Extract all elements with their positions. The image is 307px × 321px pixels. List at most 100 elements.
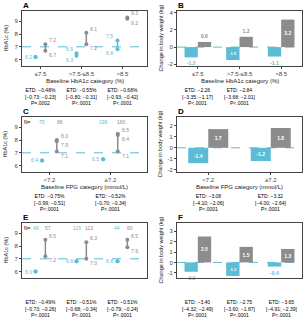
svg-text:1: 1 [169, 249, 173, 255]
svg-text:8: 8 [14, 31, 18, 37]
svg-text:A: A [23, 1, 29, 10]
svg-text:8.4: 8.4 [122, 136, 129, 142]
svg-text:>7.5-≤8.5: >7.5-≤8.5 [227, 71, 253, 77]
svg-text:<7.2: <7.2 [202, 177, 215, 183]
svg-text:ETD: −0.68%[−0.93; −0.42]P<.00: ETD: −0.68%[−0.93; −0.42]P<.0001 [107, 87, 138, 106]
svg-text:-2: -2 [167, 167, 173, 173]
svg-text:ETD: −0.51%[−0.79; −0.24]P<.00: ETD: −0.51%[−0.79; −0.24]P<.0001 [107, 299, 138, 318]
svg-text:0: 0 [169, 145, 173, 151]
svg-text:9: 9 [14, 18, 18, 24]
svg-text:3: 3 [169, 228, 173, 234]
svg-text:75: 75 [39, 119, 45, 125]
svg-text:ETD: −3.08[−4.10; −2.06]P<.000: ETD: −3.08[−4.10; −2.06]P<.0001 [193, 193, 224, 212]
svg-text:-1.1: -1.1 [270, 60, 279, 66]
svg-text:113: 113 [85, 225, 93, 231]
svg-text:0: 0 [169, 44, 173, 50]
svg-text:Baseline FPG category (mmol/L): Baseline FPG category (mmol/L) [196, 184, 283, 190]
svg-text:≤7.5: ≤7.5 [35, 71, 47, 77]
svg-text:Change in body weight (kg): Change in body weight (kg) [158, 216, 164, 283]
svg-text:7: 7 [14, 150, 18, 156]
svg-text:ETD: −0.75%[−0.99; −0.51]P<.00: ETD: −0.75%[−0.99; −0.51]P<.0001 [34, 193, 65, 212]
svg-text:8.5: 8.5 [122, 127, 129, 133]
svg-text:D: D [178, 107, 184, 116]
svg-text:ETD: −2.26[−3.35; −1.17]P<.000: ETD: −2.26[−3.35; −1.17]P<.0001 [182, 87, 213, 106]
svg-text:2: 2 [169, 239, 173, 245]
svg-text:6: 6 [14, 269, 18, 275]
svg-text:7: 7 [14, 256, 18, 262]
svg-text:ETD: −2.75[−3.60; −1.87]P<.000: ETD: −2.75[−3.60; −1.87]P<.0001 [224, 299, 255, 318]
svg-text:1.8: 1.8 [277, 135, 284, 141]
svg-text:-1.3: -1.3 [229, 267, 237, 272]
svg-text:2: 2 [169, 27, 173, 33]
svg-text:9.3: 9.3 [131, 10, 138, 16]
svg-text:9: 9 [14, 230, 18, 236]
svg-text:B: B [178, 1, 184, 10]
svg-text:-1.4: -1.4 [194, 153, 203, 159]
svg-text:9.2: 9.2 [131, 20, 138, 26]
svg-text:ETD: −3.65[−4.91; −2.39]P<.000: ETD: −3.65[−4.91; −2.39]P<.0001 [266, 299, 297, 318]
svg-text:C: C [23, 107, 29, 116]
svg-text:8.1: 8.1 [90, 26, 97, 32]
svg-text:Baseline HbA1c category (%): Baseline HbA1c category (%) [46, 78, 124, 84]
svg-text:-1.5: -1.5 [229, 51, 237, 56]
svg-text:8: 8 [14, 137, 18, 143]
svg-text:HbA1c (%): HbA1c (%) [2, 131, 8, 158]
svg-text:6.8: 6.8 [106, 258, 113, 264]
svg-text:8.0: 8.0 [61, 133, 68, 139]
svg-text:6.4: 6.4 [31, 157, 38, 163]
svg-text:8.5: 8.5 [131, 233, 138, 239]
svg-text:0.6: 0.6 [201, 33, 208, 39]
svg-text:ETD: −0.52%[−0.70; −0.34]P<.00: ETD: −0.52%[−0.70; −0.34]P<.0001 [95, 193, 126, 212]
svg-text:E: E [23, 213, 29, 222]
svg-text:8.3: 8.3 [90, 235, 97, 241]
svg-text:ETD: −3.40[−4.32; −2.49]P<.000: ETD: −3.40[−4.32; −2.49]P<.0001 [182, 299, 213, 318]
svg-text:6.8: 6.8 [66, 258, 73, 264]
svg-text:-0.9: -0.9 [187, 275, 196, 281]
svg-text:HbA1c (%): HbA1c (%) [3, 237, 9, 264]
svg-text:7.0: 7.0 [90, 260, 97, 266]
svg-text:4: 4 [169, 10, 173, 16]
svg-text:0: 0 [169, 260, 173, 266]
svg-text:≥7.2: ≥7.2 [105, 177, 117, 183]
svg-text:N=: N= [24, 225, 31, 231]
svg-text:≤7.5: ≤7.5 [192, 71, 204, 77]
svg-text:F: F [178, 213, 183, 222]
svg-text:-1: -1 [167, 270, 173, 276]
svg-text:≥7.2: ≥7.2 [265, 177, 277, 183]
svg-text:Change in body weight (kg): Change in body weight (kg) [157, 110, 163, 177]
svg-text:-2: -2 [167, 61, 173, 67]
svg-text:1.3: 1.3 [284, 253, 291, 259]
svg-text:<7.2: <7.2 [44, 177, 57, 183]
svg-text:-1: -1 [167, 156, 173, 162]
svg-text:6.5: 6.5 [92, 156, 99, 162]
svg-text:N=: N= [24, 119, 31, 125]
svg-text:7.9: 7.9 [131, 248, 138, 254]
svg-text:57: 57 [45, 225, 51, 231]
svg-text:Baseline HbA1c category (%): Baseline HbA1c category (%) [201, 78, 279, 84]
svg-text:ETD: −0.49%[−0.73; −0.26]P<.00: ETD: −0.49%[−0.73; −0.26]P<.0001 [25, 299, 56, 318]
svg-text:6: 6 [14, 57, 18, 63]
svg-text:7.2: 7.2 [49, 257, 56, 263]
svg-text:-1.2: -1.2 [187, 60, 196, 66]
svg-text:1.2: 1.2 [243, 28, 250, 34]
svg-text:7.1: 7.1 [122, 153, 129, 159]
svg-text:>8.5: >8.5 [116, 71, 129, 77]
svg-text:HbA1c (%): HbA1c (%) [3, 25, 9, 52]
svg-text:8: 8 [14, 243, 18, 249]
svg-text:2: 2 [169, 123, 173, 129]
svg-text:ETD: −3.32[−4.00; −2.64]P<.000: ETD: −3.32[−4.00; −2.64]P<.0001 [255, 193, 286, 212]
svg-text:Baseline FPG category (mmol/L): Baseline FPG category (mmol/L) [41, 184, 128, 190]
svg-text:ETD: −2.84[−3.68; −2.01]P<.000: ETD: −2.84[−3.68; −2.01]P<.0001 [224, 87, 255, 106]
svg-text:-0.4: -0.4 [270, 270, 279, 276]
svg-text:3.2: 3.2 [284, 30, 291, 36]
svg-text:6.7: 6.7 [49, 52, 56, 58]
svg-text:1: 1 [169, 134, 173, 140]
svg-text:ETD: −0.51%[−0.68; −0.34]P<.00: ETD: −0.51%[−0.68; −0.34]P<.0001 [66, 299, 97, 318]
svg-text:6.2: 6.2 [25, 54, 32, 60]
svg-text:44: 44 [114, 225, 120, 231]
svg-text:6.5: 6.5 [66, 46, 73, 52]
svg-text:115: 115 [73, 225, 81, 231]
svg-text:6: 6 [14, 163, 18, 169]
svg-text:7.9: 7.9 [61, 142, 68, 148]
svg-text:9: 9 [14, 124, 18, 130]
